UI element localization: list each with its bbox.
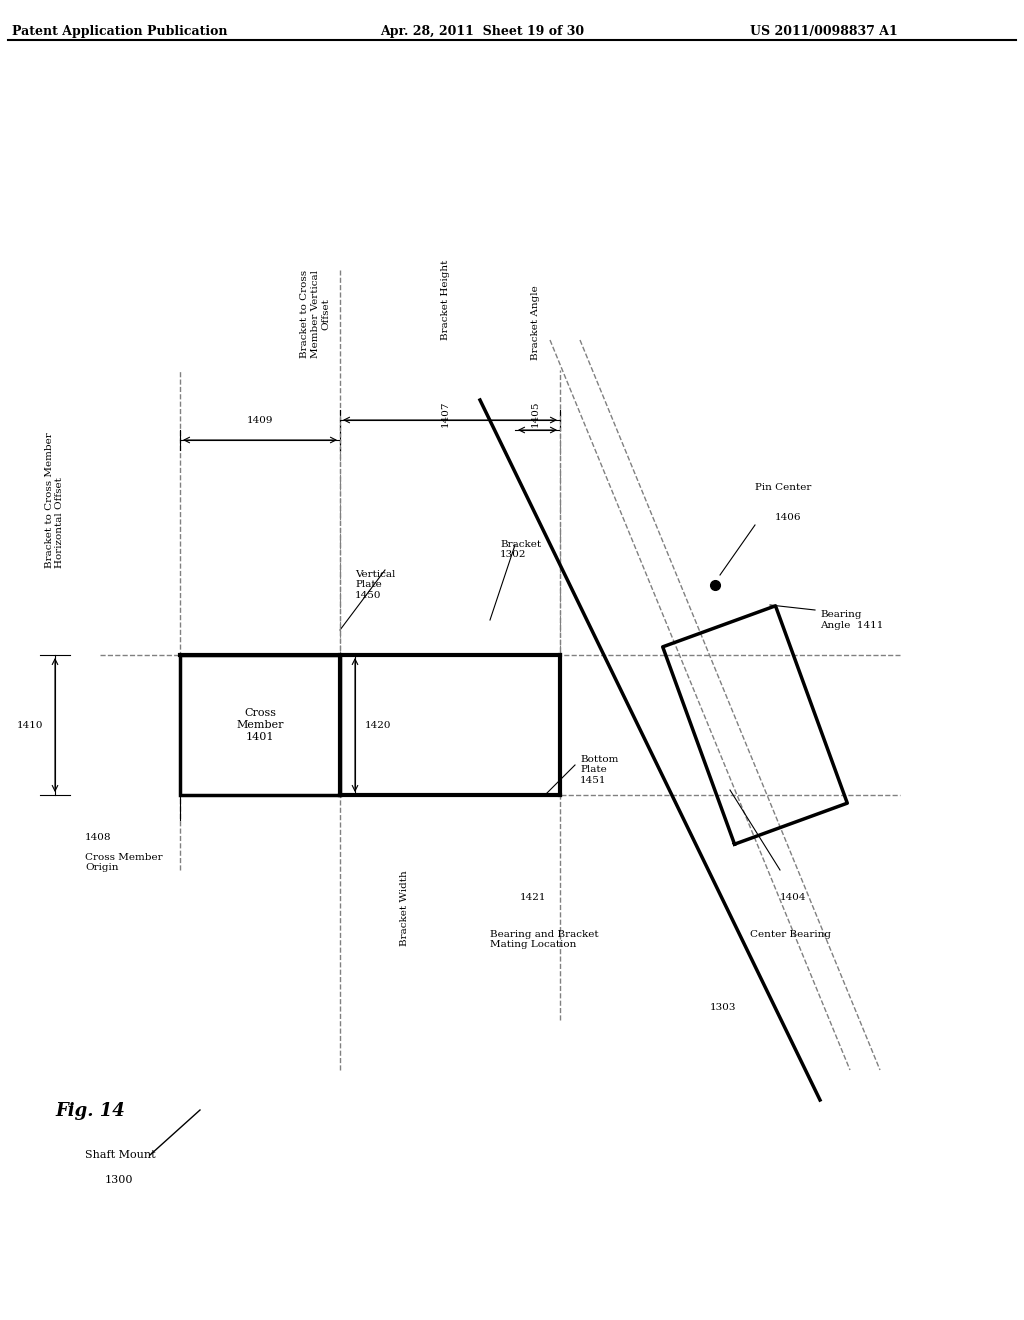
- Text: Pin Center: Pin Center: [755, 483, 811, 492]
- Text: Bracket Height: Bracket Height: [440, 260, 450, 341]
- Text: Patent Application Publication: Patent Application Publication: [12, 25, 227, 38]
- Text: Bracket Angle: Bracket Angle: [530, 285, 540, 360]
- Text: 1404: 1404: [780, 894, 807, 902]
- Text: US 2011/0098837 A1: US 2011/0098837 A1: [750, 25, 898, 38]
- Text: Bracket Width: Bracket Width: [400, 870, 409, 945]
- Text: Bearing
Angle  1411: Bearing Angle 1411: [820, 610, 884, 630]
- Bar: [180, 655, 340, 795]
- Text: 1408: 1408: [85, 833, 112, 842]
- Text: Bearing and Bracket
Mating Location: Bearing and Bracket Mating Location: [490, 931, 599, 949]
- Text: Bottom
Plate
1451: Bottom Plate 1451: [580, 755, 618, 785]
- Text: Bracket to Cross Member
Horizontal Offset: Bracket to Cross Member Horizontal Offse…: [45, 432, 65, 568]
- Text: 1406: 1406: [775, 513, 802, 521]
- Text: 1407: 1407: [440, 400, 450, 426]
- Text: Cross
Member
1401: Cross Member 1401: [237, 709, 284, 742]
- Text: Apr. 28, 2011  Sheet 19 of 30: Apr. 28, 2011 Sheet 19 of 30: [380, 25, 584, 38]
- Text: 1405: 1405: [530, 400, 540, 426]
- Text: Center Bearing: Center Bearing: [750, 931, 831, 939]
- Text: Vertical
Plate
1450: Vertical Plate 1450: [355, 570, 395, 599]
- Text: 1300: 1300: [105, 1175, 133, 1185]
- Text: Fig. 14: Fig. 14: [55, 1102, 125, 1119]
- Text: 1410: 1410: [16, 721, 43, 730]
- Text: 1420: 1420: [365, 721, 391, 730]
- Text: Cross Member
Origin: Cross Member Origin: [85, 853, 163, 873]
- Text: Bracket to Cross
Member Vertical
Offset: Bracket to Cross Member Vertical Offset: [300, 271, 330, 358]
- Text: 1421: 1421: [520, 894, 547, 902]
- Text: Bracket
1302: Bracket 1302: [500, 540, 541, 560]
- Text: 1303: 1303: [710, 1003, 736, 1012]
- Text: Shaft Mount: Shaft Mount: [85, 1150, 156, 1160]
- Text: 1409: 1409: [247, 416, 273, 425]
